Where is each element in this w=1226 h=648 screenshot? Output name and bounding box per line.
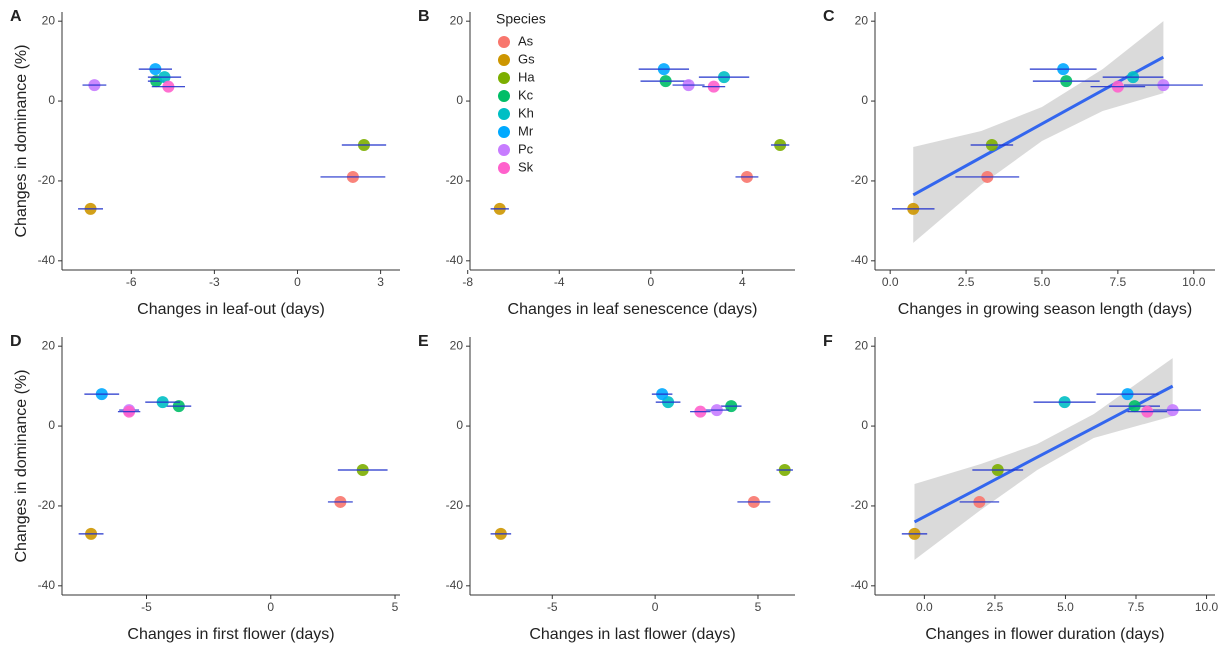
x-tick-label: 3 [377, 275, 384, 289]
y-tick-label: -40 [38, 253, 56, 267]
panel: A Changes in dominance (%) Changes in leaf… [10, 8, 400, 318]
x-tick-label: -3 [209, 275, 220, 289]
legend-swatch [498, 126, 510, 138]
x-tick-label: -6 [126, 275, 137, 289]
legend: Species As Gs Ha Kc Kh Mr Pc Sk [496, 11, 546, 175]
fit-line [913, 384, 1174, 524]
x-axis-label: Changes in flower duration (days) [925, 626, 1164, 643]
x-tick-label: -4 [554, 275, 565, 289]
legend-label: Kc [518, 87, 534, 102]
legend-label: As [518, 33, 534, 48]
x-tick-label: 10.0 [1195, 600, 1219, 614]
x-tick-label: 7.5 [1110, 275, 1127, 289]
x-tick-label: 2.5 [958, 275, 975, 289]
legend-swatch [498, 90, 510, 102]
y-tick-label: 20 [450, 338, 464, 352]
y-tick-label: 20 [42, 338, 56, 352]
y-axis-label: Changes in dominance (%) [13, 45, 30, 238]
legend-label: Gs [518, 51, 535, 66]
y-tick-label: -20 [446, 173, 464, 187]
panel: E Changes in last flower (days) -40 -20 0 20 -… [418, 333, 795, 643]
x-tick-label: 0.0 [916, 600, 933, 614]
legend-swatch [498, 72, 510, 84]
y-tick-label: -20 [446, 498, 464, 512]
x-tick-label: 2.5 [987, 600, 1004, 614]
y-tick-label: -20 [38, 173, 56, 187]
x-tick-label: 0 [267, 600, 274, 614]
legend-label: Sk [518, 159, 534, 174]
panel-label: A [10, 8, 22, 25]
y-tick-label: 20 [450, 13, 464, 27]
confidence-band [914, 358, 1173, 560]
y-tick-label: 0 [456, 418, 463, 432]
x-tick-label: 0 [294, 275, 301, 289]
x-tick-label: 5.0 [1034, 275, 1051, 289]
legend-swatch [498, 108, 510, 120]
y-tick-label: 20 [42, 13, 56, 27]
y-tick-label: 20 [855, 338, 869, 352]
legend-label: Kh [518, 105, 534, 120]
y-tick-label: -20 [851, 498, 869, 512]
x-axis-label: Changes in last flower (days) [529, 626, 735, 643]
x-tick-label: 0 [647, 275, 654, 289]
y-tick-label: -40 [38, 578, 56, 592]
legend-swatch [498, 144, 510, 156]
x-tick-label: -5 [141, 600, 152, 614]
x-tick-label: 5 [755, 600, 762, 614]
panel-label: C [823, 8, 835, 25]
x-tick-label: -8 [462, 275, 473, 289]
panel-label: D [10, 333, 22, 350]
y-tick-label: 0 [456, 93, 463, 107]
panel-label: B [418, 8, 430, 25]
fit-line [912, 55, 1165, 197]
legend-swatch [498, 54, 510, 66]
y-tick-label: 0 [48, 93, 55, 107]
x-tick-label: 4 [739, 275, 746, 289]
x-tick-label: 5 [392, 600, 399, 614]
y-tick-label: -40 [446, 578, 464, 592]
x-tick-label: 0.0 [882, 275, 899, 289]
panel: C Changes in growing season length (days)… [823, 8, 1215, 318]
y-tick-label: 0 [48, 418, 55, 432]
x-tick-label: 5.0 [1057, 600, 1074, 614]
x-tick-label: 0 [652, 600, 659, 614]
y-tick-label: 0 [861, 93, 868, 107]
x-axis-label: Changes in first flower (days) [127, 626, 334, 643]
y-tick-label: -20 [38, 498, 56, 512]
legend-swatch [498, 162, 510, 174]
legend-swatch [498, 36, 510, 48]
panel-label: E [418, 333, 429, 350]
y-tick-label: 0 [861, 418, 868, 432]
y-tick-label: -40 [446, 253, 464, 267]
y-tick-label: -40 [851, 253, 869, 267]
y-tick-label: -20 [851, 173, 869, 187]
legend-label: Pc [518, 141, 534, 156]
x-tick-label: -5 [547, 600, 558, 614]
y-tick-label: -40 [851, 578, 869, 592]
y-axis-label: Changes in dominance (%) [13, 370, 30, 563]
x-axis-label: Changes in growing season length (days) [898, 301, 1192, 318]
panel: D Changes in dominance (%) Changes in firs… [10, 333, 400, 643]
panel: F Changes in flower duration (days) -40 -20… [823, 333, 1219, 643]
x-axis-label: Changes in leaf senescence (days) [508, 301, 758, 318]
x-tick-label: 10.0 [1182, 275, 1206, 289]
confidence-band [913, 21, 1164, 243]
legend-title: Species [496, 11, 546, 27]
x-axis-label: Changes in leaf-out (days) [137, 301, 325, 318]
y-tick-label: 20 [855, 13, 869, 27]
panel-label: F [823, 333, 833, 350]
legend-label: Ha [518, 69, 535, 84]
x-tick-label: 7.5 [1128, 600, 1145, 614]
legend-label: Mr [518, 123, 534, 138]
